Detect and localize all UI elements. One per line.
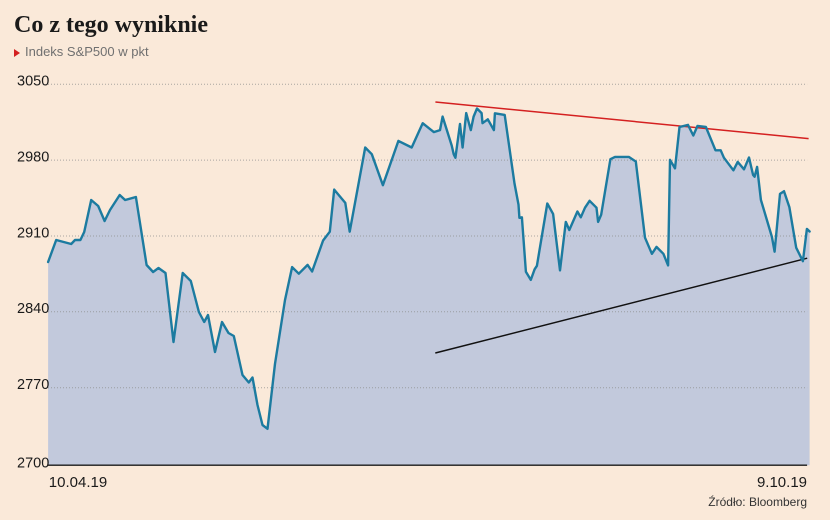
svg-text:2700: 2700 <box>17 456 49 472</box>
svg-text:3050: 3050 <box>17 74 49 90</box>
svg-text:2910: 2910 <box>17 225 49 241</box>
svg-text:Źródło: Bloomberg: Źródło: Bloomberg <box>708 494 807 509</box>
svg-text:9.10.19: 9.10.19 <box>757 474 807 491</box>
svg-text:2770: 2770 <box>17 377 49 393</box>
svg-text:10.04.19: 10.04.19 <box>49 474 107 491</box>
svg-text:2840: 2840 <box>17 301 49 317</box>
svg-text:2980: 2980 <box>17 150 49 166</box>
